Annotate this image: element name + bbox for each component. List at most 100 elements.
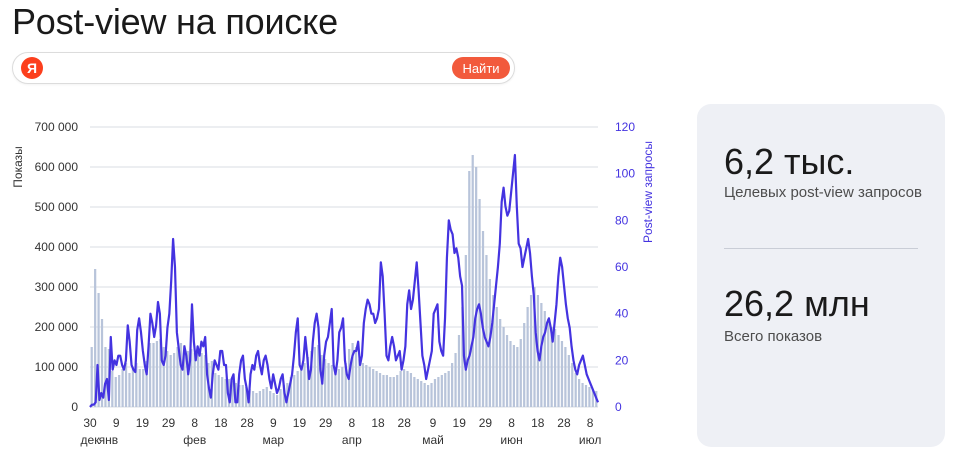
bar xyxy=(553,329,557,407)
bar xyxy=(468,171,471,407)
bar xyxy=(155,341,159,407)
bar xyxy=(279,389,282,407)
x-month-label: янв xyxy=(99,433,119,447)
bar xyxy=(430,383,433,407)
bar xyxy=(203,355,207,407)
y-left-tick-label: 600 000 xyxy=(35,160,79,174)
bar xyxy=(172,353,176,407)
y-left-axis-title: Показы xyxy=(11,146,25,187)
bar xyxy=(591,389,594,407)
bar xyxy=(571,363,574,407)
bar xyxy=(100,319,104,407)
bar xyxy=(378,373,382,407)
x-tick-label: 28 xyxy=(557,416,571,430)
y-right-tick-label: 60 xyxy=(615,260,629,274)
bar xyxy=(334,367,337,407)
bar xyxy=(241,385,244,407)
bar xyxy=(564,347,567,407)
bar xyxy=(358,359,361,407)
bar xyxy=(581,383,584,407)
bar xyxy=(148,343,152,407)
y-right-tick-label: 100 xyxy=(615,167,635,181)
search-button[interactable]: Найти xyxy=(452,57,510,79)
x-tick-label: 19 xyxy=(453,416,467,430)
x-tick-label: 28 xyxy=(240,416,254,430)
bar xyxy=(399,371,402,407)
bar xyxy=(560,341,564,407)
bar xyxy=(499,319,502,407)
bar xyxy=(485,255,488,407)
bar xyxy=(416,379,419,407)
bar xyxy=(296,371,299,407)
x-month-label: июн xyxy=(500,433,522,447)
bar xyxy=(567,355,570,407)
bar xyxy=(169,355,172,407)
bar xyxy=(118,375,121,407)
x-tick-label: 19 xyxy=(136,416,150,430)
bar xyxy=(337,369,340,407)
y-left-tick-label: 500 000 xyxy=(35,200,79,214)
bar xyxy=(193,353,196,407)
bar xyxy=(224,379,227,407)
x-tick-label: 8 xyxy=(508,416,515,430)
bar xyxy=(313,347,316,407)
y-right-tick-label: 0 xyxy=(615,400,622,414)
bar xyxy=(255,393,258,407)
bar xyxy=(324,359,327,407)
bar xyxy=(327,363,330,407)
bar xyxy=(396,375,399,407)
bar xyxy=(461,307,464,407)
bar xyxy=(289,377,292,407)
x-tick-label: 8 xyxy=(349,416,356,430)
bar xyxy=(90,347,93,407)
bar xyxy=(262,389,265,407)
bar xyxy=(138,369,141,407)
search-bar: Я Найти xyxy=(12,52,515,84)
bar xyxy=(413,377,416,407)
bar xyxy=(440,375,443,407)
bar xyxy=(578,379,581,407)
bar xyxy=(282,385,286,407)
bar xyxy=(159,339,162,407)
y-left-tick-label: 100 000 xyxy=(35,360,79,374)
bar xyxy=(478,199,481,407)
x-tick-label: 19 xyxy=(293,416,307,430)
y-right-axis-title: Post-view запросы xyxy=(641,141,655,243)
bar xyxy=(481,231,485,407)
bar xyxy=(447,371,450,407)
bar xyxy=(104,347,107,407)
x-tick-label: 8 xyxy=(587,416,594,430)
y-left-tick-label: 300 000 xyxy=(35,280,79,294)
bar xyxy=(245,387,248,407)
x-month-label: апр xyxy=(342,433,362,447)
bar xyxy=(516,347,519,407)
target-requests-value: 6,2 тыс. xyxy=(724,141,855,182)
bar xyxy=(423,383,426,407)
x-tick-label: 30 xyxy=(83,416,97,430)
bar xyxy=(365,365,368,407)
bar xyxy=(231,381,234,407)
search-input[interactable] xyxy=(51,57,455,81)
bar xyxy=(437,377,440,407)
bar xyxy=(303,363,306,407)
bar xyxy=(550,327,553,407)
bar xyxy=(190,349,193,407)
yandex-logo-icon[interactable]: Я xyxy=(21,57,43,79)
bar xyxy=(543,311,546,407)
y-right-tick-label: 40 xyxy=(615,307,629,321)
bar xyxy=(135,363,138,407)
x-tick-label: 29 xyxy=(479,416,493,430)
total-impressions-value: 26,2 млн xyxy=(724,283,870,324)
y-left-tick-label: 400 000 xyxy=(35,240,79,254)
x-month-label: фев xyxy=(183,433,206,447)
bar xyxy=(354,347,358,407)
bar xyxy=(351,343,354,407)
stats-card: 6,2 тыс. Целевых post-view запросов 26,2… xyxy=(697,104,945,447)
bar xyxy=(372,369,375,407)
y-left-tick-label: 700 000 xyxy=(35,120,79,134)
x-month-label: дек xyxy=(81,433,101,447)
bar xyxy=(368,367,371,407)
bar xyxy=(533,287,536,407)
bar xyxy=(557,335,560,407)
bar xyxy=(426,385,430,407)
